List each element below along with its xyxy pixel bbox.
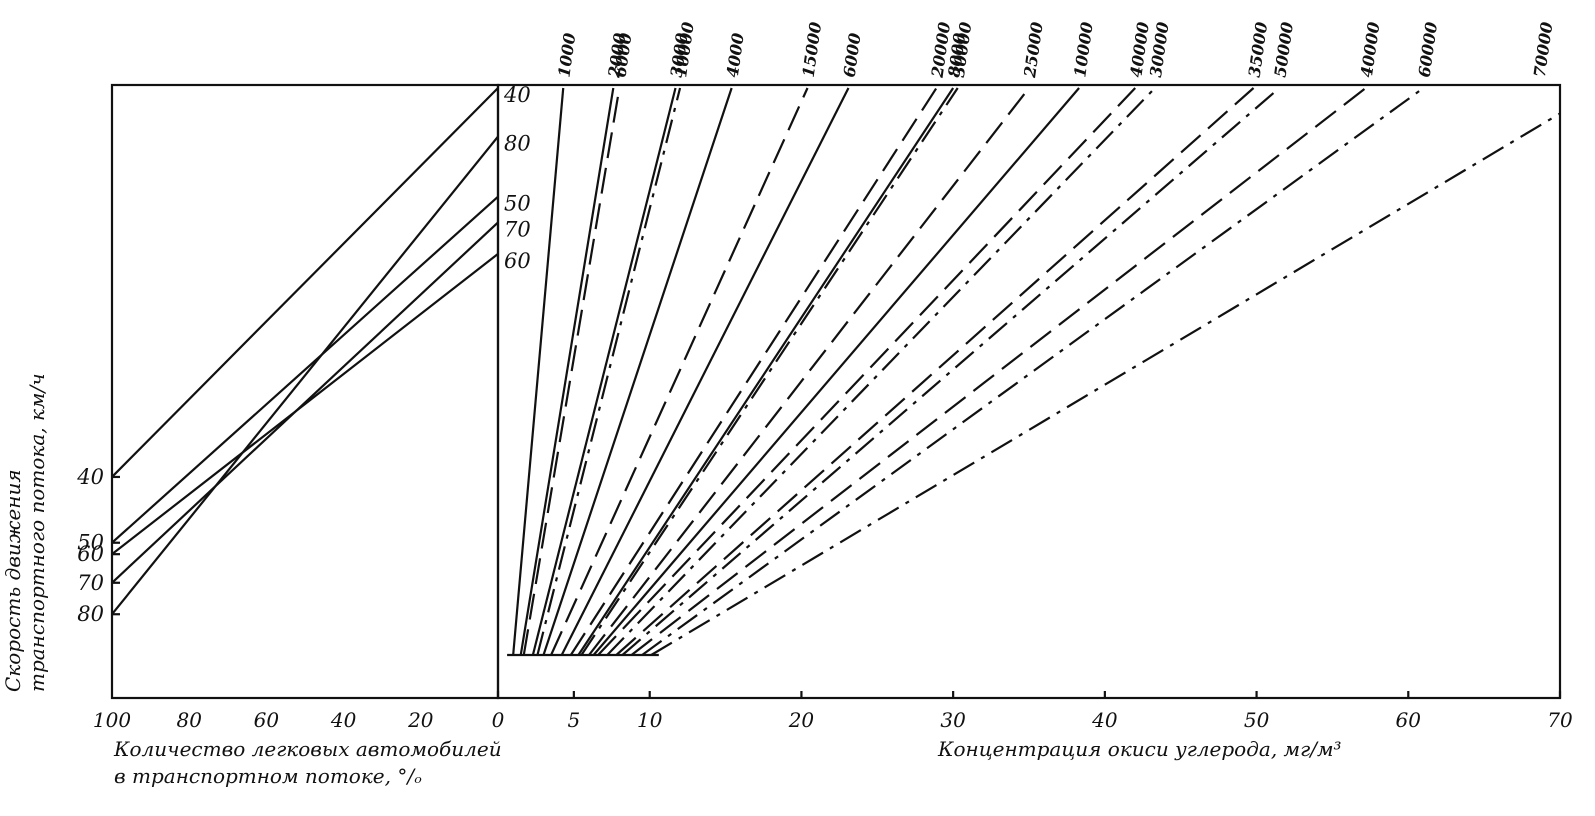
right-series-line-20000 [569,87,938,656]
right-x-ticks: 5 10 20 30 40 50 60 70 [496,691,1573,732]
left-x-tick-label: 0 [492,708,505,732]
top-series-label: 35000 [1245,21,1272,79]
right-series-line-30000 [606,87,1156,656]
right-series-line-40000 [597,87,1136,656]
left-x-tick-label: 80 [176,708,202,732]
right-series-line-25000 [588,87,1030,656]
top-series-label: 1000 [554,32,579,79]
left-ylabel-line-1: Скорость движения [1,469,25,692]
left-series-line-50 [111,195,499,544]
top-series-label: 10000 [1070,21,1097,79]
right-series-line-6000 [560,87,850,656]
top-series-label: 50000 [1270,21,1297,79]
right-speed-label: 70 [504,217,531,241]
left-x-ticks: 100 80 60 40 20 0 [93,708,505,732]
top-series-label: 4000 [723,32,748,79]
right-x-tick-label: 5 [567,708,580,732]
right-speed-label: 50 [504,192,531,216]
right-x-tick-label: 60 [1396,708,1422,732]
top-series-label: 6000 [840,32,865,79]
right-series-line-1000 [512,87,565,656]
left-x-tick-label: 100 [93,708,131,732]
top-series-label: 10000 [671,21,698,79]
right-series-line-40000 [630,87,1367,656]
top-series-label: 60000 [1415,21,1442,79]
right-series-line-15000 [550,87,809,656]
right-series-line-70000 [650,112,1561,656]
top-series-label: 40000 [1357,21,1384,79]
left-xlabel-line-2: в транспортном потоке, °/ₒ [114,764,422,788]
left-series-group [111,87,499,615]
right-x-tick-label: 10 [637,708,663,732]
right-speed-label: 40 [503,83,531,107]
right-x-tick-label: 30 [940,708,966,732]
left-speed-tick-label: 50 [77,531,104,555]
top-series-label: 70000 [1530,21,1557,79]
right-series-line-30000 [580,87,959,656]
left-ylabel-line-2: транспортного потока, км/ч [25,373,49,692]
right-x-tick-label: 50 [1244,708,1270,732]
left-x-tick-label: 40 [330,708,357,732]
right-plot-frame [496,83,1562,700]
right-series-line-60000 [641,87,1425,656]
right-speed-label: 80 [504,132,531,156]
left-speed-tick-label: 70 [77,571,104,595]
left-x-tick-label: 60 [254,708,280,732]
right-speed-label: 60 [504,249,531,273]
right-series-line-10000 [592,87,1080,656]
left-series-line-70 [111,221,499,584]
left-series-line-80 [111,135,499,615]
right-series-line-35000 [615,87,1255,656]
left-ylabel: Скорость движения транспортного потока, … [1,373,49,692]
left-plot-frame [110,83,500,700]
left-x-tick-label: 20 [407,708,434,732]
left-speed-tick-label: 40 [76,465,104,489]
top-series-label: 15000 [799,21,826,79]
right-x-tick-label: 40 [1091,708,1118,732]
right-x-tick-label: 70 [1547,708,1573,732]
top-series-label: 25000 [1020,21,1047,80]
right-series-line-2000 [519,87,615,656]
left-xlabel-line-1: Количество легковых автомобилей [113,737,502,761]
right-x-tick-label: 20 [788,708,815,732]
left-speed-tick-label: 60 [77,542,104,566]
right-xlabel: Концентрация окиси углерода, мг/м³ [937,737,1342,761]
right-series-line-8000 [577,87,955,656]
right-series-group [507,87,1561,657]
left-speed-tick-label: 80 [77,602,104,626]
right-series-line-3000 [531,87,677,656]
right-series-line-6000 [522,87,621,656]
right-series-line-10000 [536,87,682,656]
left-series-line-40 [111,87,499,478]
right-series-line-50000 [621,87,1281,656]
right-series-line-4000 [542,87,733,656]
